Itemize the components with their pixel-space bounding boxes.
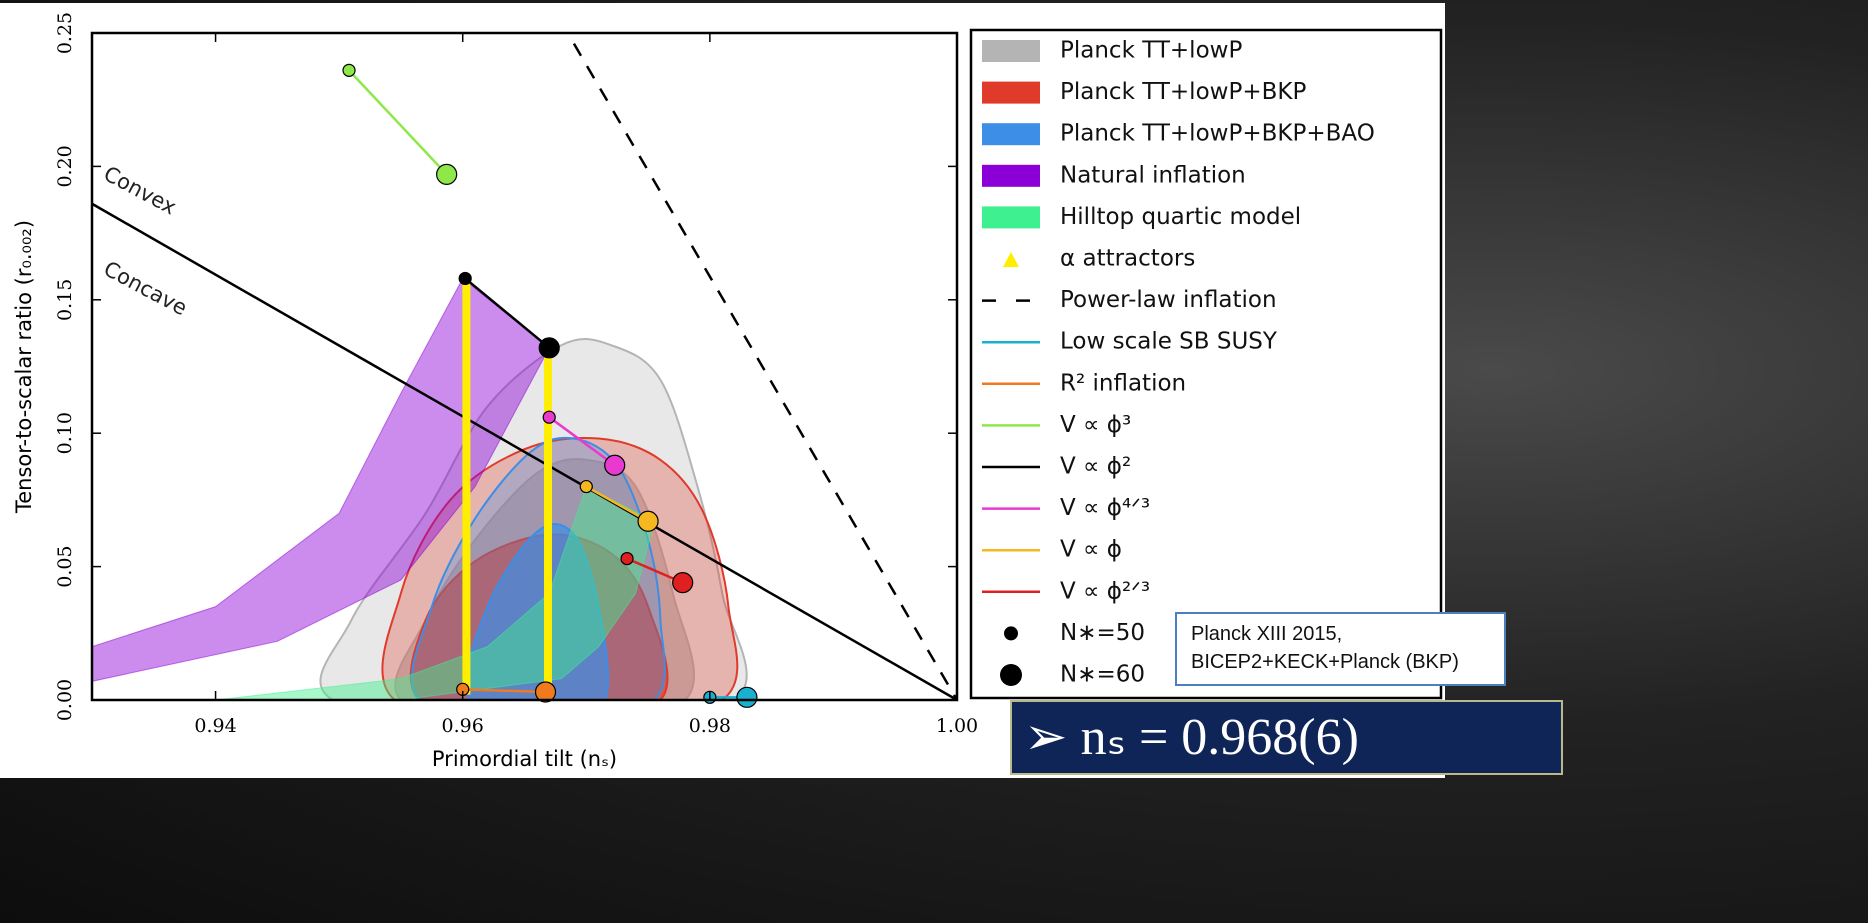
legend-swatch <box>1004 626 1018 640</box>
legend-swatch <box>982 206 1040 228</box>
source-note: Planck XIII 2015, BICEP2+KECK+Planck (BK… <box>1175 612 1506 686</box>
legend-label: Planck TT+lowP+BKP+BAO <box>1060 121 1375 147</box>
legend-label: Low scale SB SUSY <box>1060 329 1278 355</box>
model-point <box>621 553 633 565</box>
legend-label: Planck TT+lowP+BKP <box>1060 79 1306 105</box>
x-axis-label: Primordial tilt (nₛ) <box>432 747 617 771</box>
legend-label: Power-law inflation <box>1060 287 1277 313</box>
legend-label: Hilltop quartic model <box>1060 204 1301 230</box>
y-tick-label: 0.25 <box>54 12 76 54</box>
model-point <box>580 481 592 493</box>
result-box: ➢ nₛ = 0.968(6) <box>1010 700 1563 775</box>
model-point <box>605 455 625 475</box>
note-line: Planck XIII 2015, <box>1191 620 1504 648</box>
model-point <box>673 573 693 593</box>
annotation: Concave <box>100 257 191 321</box>
y-tick-label: 0.05 <box>54 545 76 587</box>
plot-area <box>92 44 957 727</box>
legend-label: N∗=50 <box>1060 620 1145 646</box>
legend-swatch <box>982 123 1040 145</box>
x-tick-label: 0.94 <box>194 715 236 737</box>
x-tick-label: 0.96 <box>442 715 484 737</box>
legend-swatch <box>982 82 1040 104</box>
y-tick-label: 0.20 <box>54 145 76 187</box>
model-point <box>539 338 559 358</box>
legend-label: Natural inflation <box>1060 162 1246 188</box>
y-axis-label: Tensor-to-scalar ratio (r₀.₀₀₂) <box>12 220 36 514</box>
legend-label: Planck TT+lowP <box>1060 38 1242 64</box>
model-point <box>343 64 355 76</box>
model-point <box>543 411 555 423</box>
legend-swatch <box>982 165 1040 187</box>
legend-label: N∗=60 <box>1060 662 1145 688</box>
x-tick-label: 0.98 <box>689 715 731 737</box>
legend-label: R² inflation <box>1060 370 1186 396</box>
legend-label: V ∝ ϕ <box>1060 537 1122 563</box>
x-tick-label: 1.00 <box>936 715 978 737</box>
legend-swatch <box>982 40 1040 62</box>
note-line: BICEP2+KECK+Planck (BKP) <box>1191 648 1504 676</box>
legend-label: α attractors <box>1060 246 1195 272</box>
model-point <box>459 272 471 284</box>
model-line <box>349 70 447 174</box>
model-point <box>638 511 658 531</box>
legend-swatch <box>1000 664 1022 686</box>
legend-label: V ∝ ϕ⁴ᐟ³ <box>1060 495 1150 521</box>
legend-label: V ∝ ϕ² <box>1060 454 1131 480</box>
y-tick-label: 0.00 <box>54 679 76 721</box>
annotation: Convex <box>100 162 180 220</box>
legend-label: V ∝ ϕ²ᐟ³ <box>1060 578 1150 604</box>
legend-label: V ∝ ϕ³ <box>1060 412 1131 438</box>
y-tick-label: 0.10 <box>54 412 76 454</box>
y-tick-label: 0.15 <box>54 279 76 321</box>
slide: {"chart_data": { "type": "scatter", "x_l… <box>0 0 1868 923</box>
model-point <box>737 687 757 707</box>
model-point <box>437 164 457 184</box>
